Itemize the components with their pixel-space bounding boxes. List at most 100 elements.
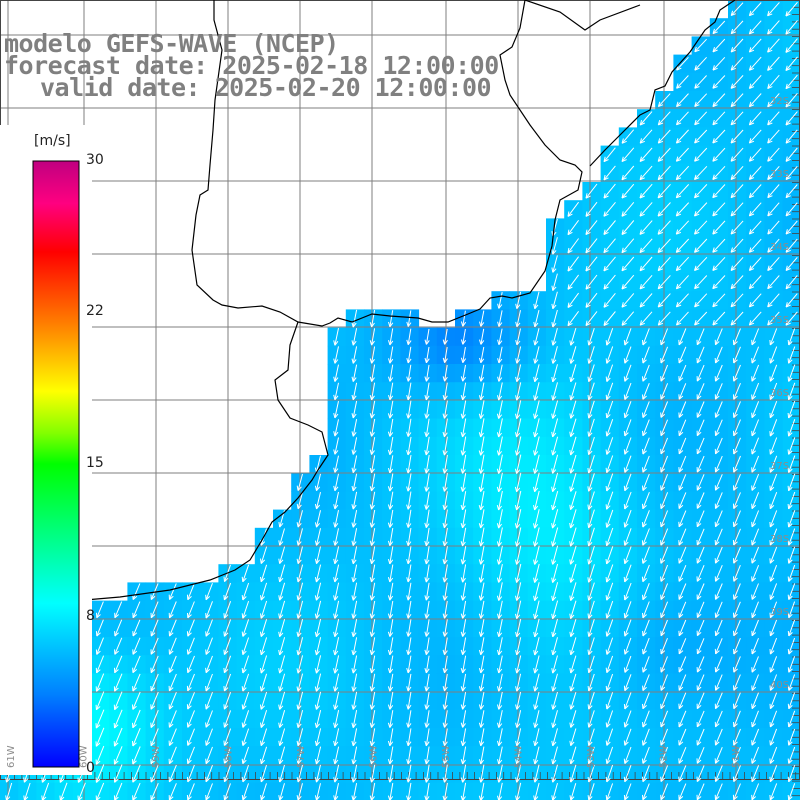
wind-arrow [424, 728, 430, 747]
wind-arrow [205, 746, 213, 765]
wind-vectors [5, 1, 798, 800]
wind-arrow [387, 582, 394, 601]
latitude-label: 38S [770, 534, 789, 545]
wind-arrow [95, 655, 105, 674]
wind-arrow [424, 527, 430, 547]
wind-arrow [260, 600, 268, 619]
wind-arrow [296, 564, 304, 583]
wind-arrow [333, 691, 340, 710]
wind-arrow [333, 437, 339, 455]
wind-arrow [351, 691, 358, 710]
wind-arrow [333, 709, 340, 729]
wind-arrow [333, 618, 340, 638]
longitude-label: 61W [6, 745, 17, 768]
wind-arrow [333, 600, 340, 619]
wind-arrow [333, 400, 339, 419]
wind-arrow [95, 727, 105, 747]
wind-arrow [424, 692, 430, 710]
longitude-label: 51W [731, 745, 742, 768]
wind-arrow [478, 454, 485, 474]
wind-arrow [95, 745, 105, 765]
wind-arrow [296, 618, 304, 638]
wind-arrow [387, 491, 394, 510]
wind-arrow [113, 727, 123, 747]
wind-arrow [132, 728, 141, 747]
wind-arrow [369, 710, 376, 728]
wind-arrow [150, 583, 159, 600]
wind-arrow [387, 437, 394, 455]
wind-arrow [296, 746, 304, 765]
wind-arrow [314, 691, 322, 710]
wind-arrow [260, 764, 267, 783]
wind-arrow [406, 382, 412, 401]
wind-arrow [333, 746, 340, 765]
wind-arrow [406, 491, 412, 510]
wind-arrow [478, 491, 485, 511]
wind-arrow [460, 746, 467, 765]
wind-arrow [150, 691, 159, 710]
wind-arrow [314, 709, 322, 729]
longitude-label: 56W [369, 745, 380, 768]
wind-arrow [351, 382, 358, 401]
wind-arrow [369, 346, 376, 364]
wind-arrow [168, 601, 177, 619]
wind-arrow [278, 582, 286, 601]
wind-arrow [478, 545, 485, 565]
wind-arrow [460, 509, 467, 529]
wind-arrow [260, 783, 267, 800]
wind-arrow [333, 346, 339, 364]
wind-arrow [187, 583, 195, 601]
wind-arrow [369, 382, 376, 401]
wind-arrow [205, 728, 213, 746]
wind-arrow [223, 783, 231, 800]
wind-arrow [278, 764, 285, 783]
wind-arrow [460, 364, 467, 382]
wind-arrow [406, 564, 412, 583]
wind-arrow [387, 746, 394, 765]
wind-arrow [369, 509, 376, 528]
wind-arrow [333, 582, 340, 601]
wind-arrow [369, 400, 376, 419]
wind-arrow [113, 691, 123, 711]
wind-arrow [114, 619, 123, 637]
wind-arrow [296, 510, 303, 528]
wind-arrow [186, 619, 195, 637]
wind-arrow [114, 637, 123, 655]
wind-arrow [278, 600, 286, 619]
wind-arrow [460, 347, 467, 363]
wind-arrow [478, 673, 485, 692]
wind-arrow [369, 491, 376, 510]
colorbar-tick: 15 [86, 455, 104, 471]
wind-arrow [296, 709, 304, 729]
wind-arrow [478, 436, 485, 456]
wind-arrow [351, 619, 358, 638]
wind-arrow [442, 600, 448, 619]
wind-arrow [95, 673, 105, 692]
wind-arrow [424, 346, 430, 364]
wind-arrow [278, 728, 286, 747]
longitude-label: 58W [224, 745, 235, 768]
wind-arrow [442, 637, 448, 655]
wind-arrow [296, 655, 304, 674]
wind-arrow [406, 473, 412, 492]
wind-arrow [314, 655, 322, 674]
wind-arrow [241, 728, 250, 746]
wind-arrow [241, 691, 250, 710]
wind-arrow [296, 473, 303, 491]
wind-arrow [351, 564, 358, 583]
wind-arrow [478, 582, 485, 601]
wind-arrow [406, 673, 412, 692]
wind-arrow [478, 619, 485, 637]
wind-arrow [205, 692, 213, 710]
wind-arrow [406, 400, 412, 419]
wind-arrow [333, 491, 339, 510]
wind-arrow [406, 746, 412, 765]
wind-arrow [460, 728, 467, 747]
wind-arrow [479, 328, 485, 345]
wind-arrow [424, 564, 430, 583]
wind-arrow [223, 673, 232, 692]
wind-arrow [406, 764, 412, 783]
latitude-label: 35S [770, 315, 789, 326]
wind-arrow [333, 655, 340, 674]
wind-arrow [95, 691, 105, 711]
